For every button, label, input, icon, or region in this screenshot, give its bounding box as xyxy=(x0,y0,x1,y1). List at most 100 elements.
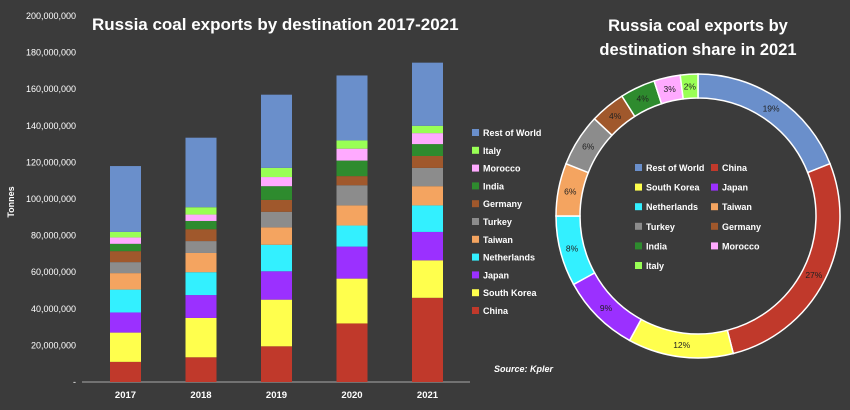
donut-legend-swatch-china xyxy=(711,164,718,171)
bar-segment-morocco-2021 xyxy=(412,133,443,145)
donut-slice-label-taiwan: 6% xyxy=(564,187,577,197)
bar-segment-india-2020 xyxy=(336,160,368,177)
bar-segment-rest-of-world-2019 xyxy=(261,94,292,168)
bar-segment-china-2018 xyxy=(185,357,217,382)
donut-legend-label-rest-of-world: Rest of World xyxy=(646,163,704,173)
y-tick-label: 20,000,000 xyxy=(31,340,76,350)
stacked-bar-chart: Russia coal exports by destination 2017-… xyxy=(6,11,554,401)
bar-segment-italy-2017 xyxy=(110,231,141,238)
bar-segment-turkey-2020 xyxy=(336,185,368,206)
donut-legend-label-taiwan: Taiwan xyxy=(722,202,752,212)
legend-label-turkey: Turkey xyxy=(483,217,512,227)
donut-legend-label-india: India xyxy=(646,241,668,251)
bar-segment-netherlands-2019 xyxy=(261,244,292,272)
bar-segment-morocco-2020 xyxy=(336,148,368,161)
donut-slice-label-rest-of-world: 19% xyxy=(763,103,780,113)
bar-segment-taiwan-2019 xyxy=(261,227,292,245)
y-tick-label: 200,000,000 xyxy=(26,11,76,21)
legend-label-taiwan: Taiwan xyxy=(483,235,513,245)
bar-segment-india-2019 xyxy=(261,186,292,200)
bar-segment-morocco-2019 xyxy=(261,177,292,187)
bar-segment-taiwan-2017 xyxy=(110,273,141,290)
donut-slice-germany xyxy=(593,95,636,137)
bar-segment-india-2017 xyxy=(110,243,141,252)
donut-legend-swatch-germany xyxy=(711,222,718,230)
bar-segment-japan-2017 xyxy=(110,312,141,333)
donut-legend-label-japan: Japan xyxy=(722,183,748,193)
bar-segment-netherlands-2021 xyxy=(412,205,443,232)
bar-segment-taiwan-2021 xyxy=(412,186,443,206)
donut-slice-china xyxy=(726,162,841,355)
donut-legend: Rest of World China South Korea Japan Nether… xyxy=(635,163,761,271)
donut-slice-label-morocco: 3% xyxy=(663,84,676,94)
bar-segment-netherlands-2020 xyxy=(336,225,368,247)
bar-segment-netherlands-2017 xyxy=(110,289,141,313)
donut-slice-label-japan: 9% xyxy=(600,303,613,313)
x-tick-label: 2019 xyxy=(266,390,287,401)
donut-legend-swatch-taiwan xyxy=(711,203,718,211)
donut-slice-labels: 19% 27% 12% 9% 8% 6% 6% 4% 4% 3% 2% xyxy=(564,81,823,350)
bar-segment-china-2020 xyxy=(336,323,368,382)
donut-slice-india xyxy=(620,80,663,118)
x-axis-ticks: 2017 2018 2019 2020 2021 xyxy=(115,390,439,401)
donut-slice-turkey xyxy=(564,117,614,174)
legend-swatch-italy xyxy=(472,146,479,154)
donut-slices xyxy=(555,73,841,359)
bar-segment-morocco-2017 xyxy=(110,237,141,244)
bar-segment-morocco-2018 xyxy=(185,214,217,221)
legend-swatch-germany xyxy=(472,200,479,208)
bar-segment-taiwan-2020 xyxy=(336,205,368,226)
source-note: Source: Kpler xyxy=(494,364,554,374)
donut-slice-netherlands xyxy=(555,215,596,286)
legend-label-germany: Germany xyxy=(483,199,522,209)
bar-segment-south-korea-2021 xyxy=(412,260,443,298)
bar-segment-germany-2019 xyxy=(261,199,292,212)
y-tick-label: 140,000,000 xyxy=(26,121,76,131)
bar-segment-japan-2019 xyxy=(261,271,292,300)
bar-segment-italy-2021 xyxy=(412,125,443,134)
bar-segment-rest-of-world-2017 xyxy=(110,166,141,232)
donut-legend-swatch-japan xyxy=(711,183,718,191)
bar-segment-turkey-2019 xyxy=(261,211,292,228)
bar-segment-italy-2018 xyxy=(185,207,217,215)
donut-slice-label-italy: 2% xyxy=(684,81,697,91)
x-tick-label: 2021 xyxy=(417,390,439,401)
bar-segment-germany-2021 xyxy=(412,155,443,168)
y-tick-label: 60,000,000 xyxy=(31,267,76,277)
bar-segment-china-2021 xyxy=(412,297,443,382)
donut-title-line-2: destination share in 2021 xyxy=(599,41,796,59)
legend-swatch-morocco xyxy=(472,164,479,172)
bar-segment-rest-of-world-2020 xyxy=(336,75,368,141)
bar-segment-germany-2018 xyxy=(185,229,217,242)
donut-slice-japan xyxy=(572,271,643,342)
bar-segment-south-korea-2019 xyxy=(261,299,292,347)
donut-slice-label-netherlands: 8% xyxy=(566,243,579,253)
bar-segment-india-2021 xyxy=(412,144,443,156)
donut-legend-label-south-korea: South Korea xyxy=(646,183,700,193)
legend-label-south-korea: South Korea xyxy=(483,288,537,298)
legend-label-italy: Italy xyxy=(483,146,501,156)
donut-legend-swatch-south-korea xyxy=(635,183,642,191)
donut-legend-swatch-turkey xyxy=(635,222,642,230)
legend-swatch-india xyxy=(472,182,479,190)
donut-legend-swatch-rest-of-world xyxy=(635,164,642,171)
donut-slice-label-india: 4% xyxy=(637,93,650,103)
donut-legend-label-germany: Germany xyxy=(722,222,761,232)
bar-segment-south-korea-2017 xyxy=(110,332,141,362)
bar-segment-turkey-2017 xyxy=(110,262,141,274)
donut-legend-label-turkey: Turkey xyxy=(646,222,675,232)
y-tick-label: 80,000,000 xyxy=(31,231,76,241)
legend-swatch-taiwan xyxy=(472,235,479,243)
bar-segment-turkey-2021 xyxy=(412,167,443,187)
bar-legend: Rest of World Italy Morocco India Germany Tur… xyxy=(472,128,541,316)
bar-segment-india-2018 xyxy=(185,220,217,230)
legend-swatch-japan xyxy=(472,271,479,279)
legend-label-rest-of-world: Rest of World xyxy=(483,128,541,138)
donut-slice-south-korea xyxy=(628,318,735,359)
bar-segment-rest-of-world-2018 xyxy=(185,137,217,208)
donut-legend-swatch-netherlands xyxy=(635,203,642,211)
donut-legend-label-italy: Italy xyxy=(646,261,664,271)
legend-label-japan: Japan xyxy=(483,270,509,280)
bar-segment-turkey-2018 xyxy=(185,241,217,253)
bar-segment-italy-2020 xyxy=(336,140,368,149)
